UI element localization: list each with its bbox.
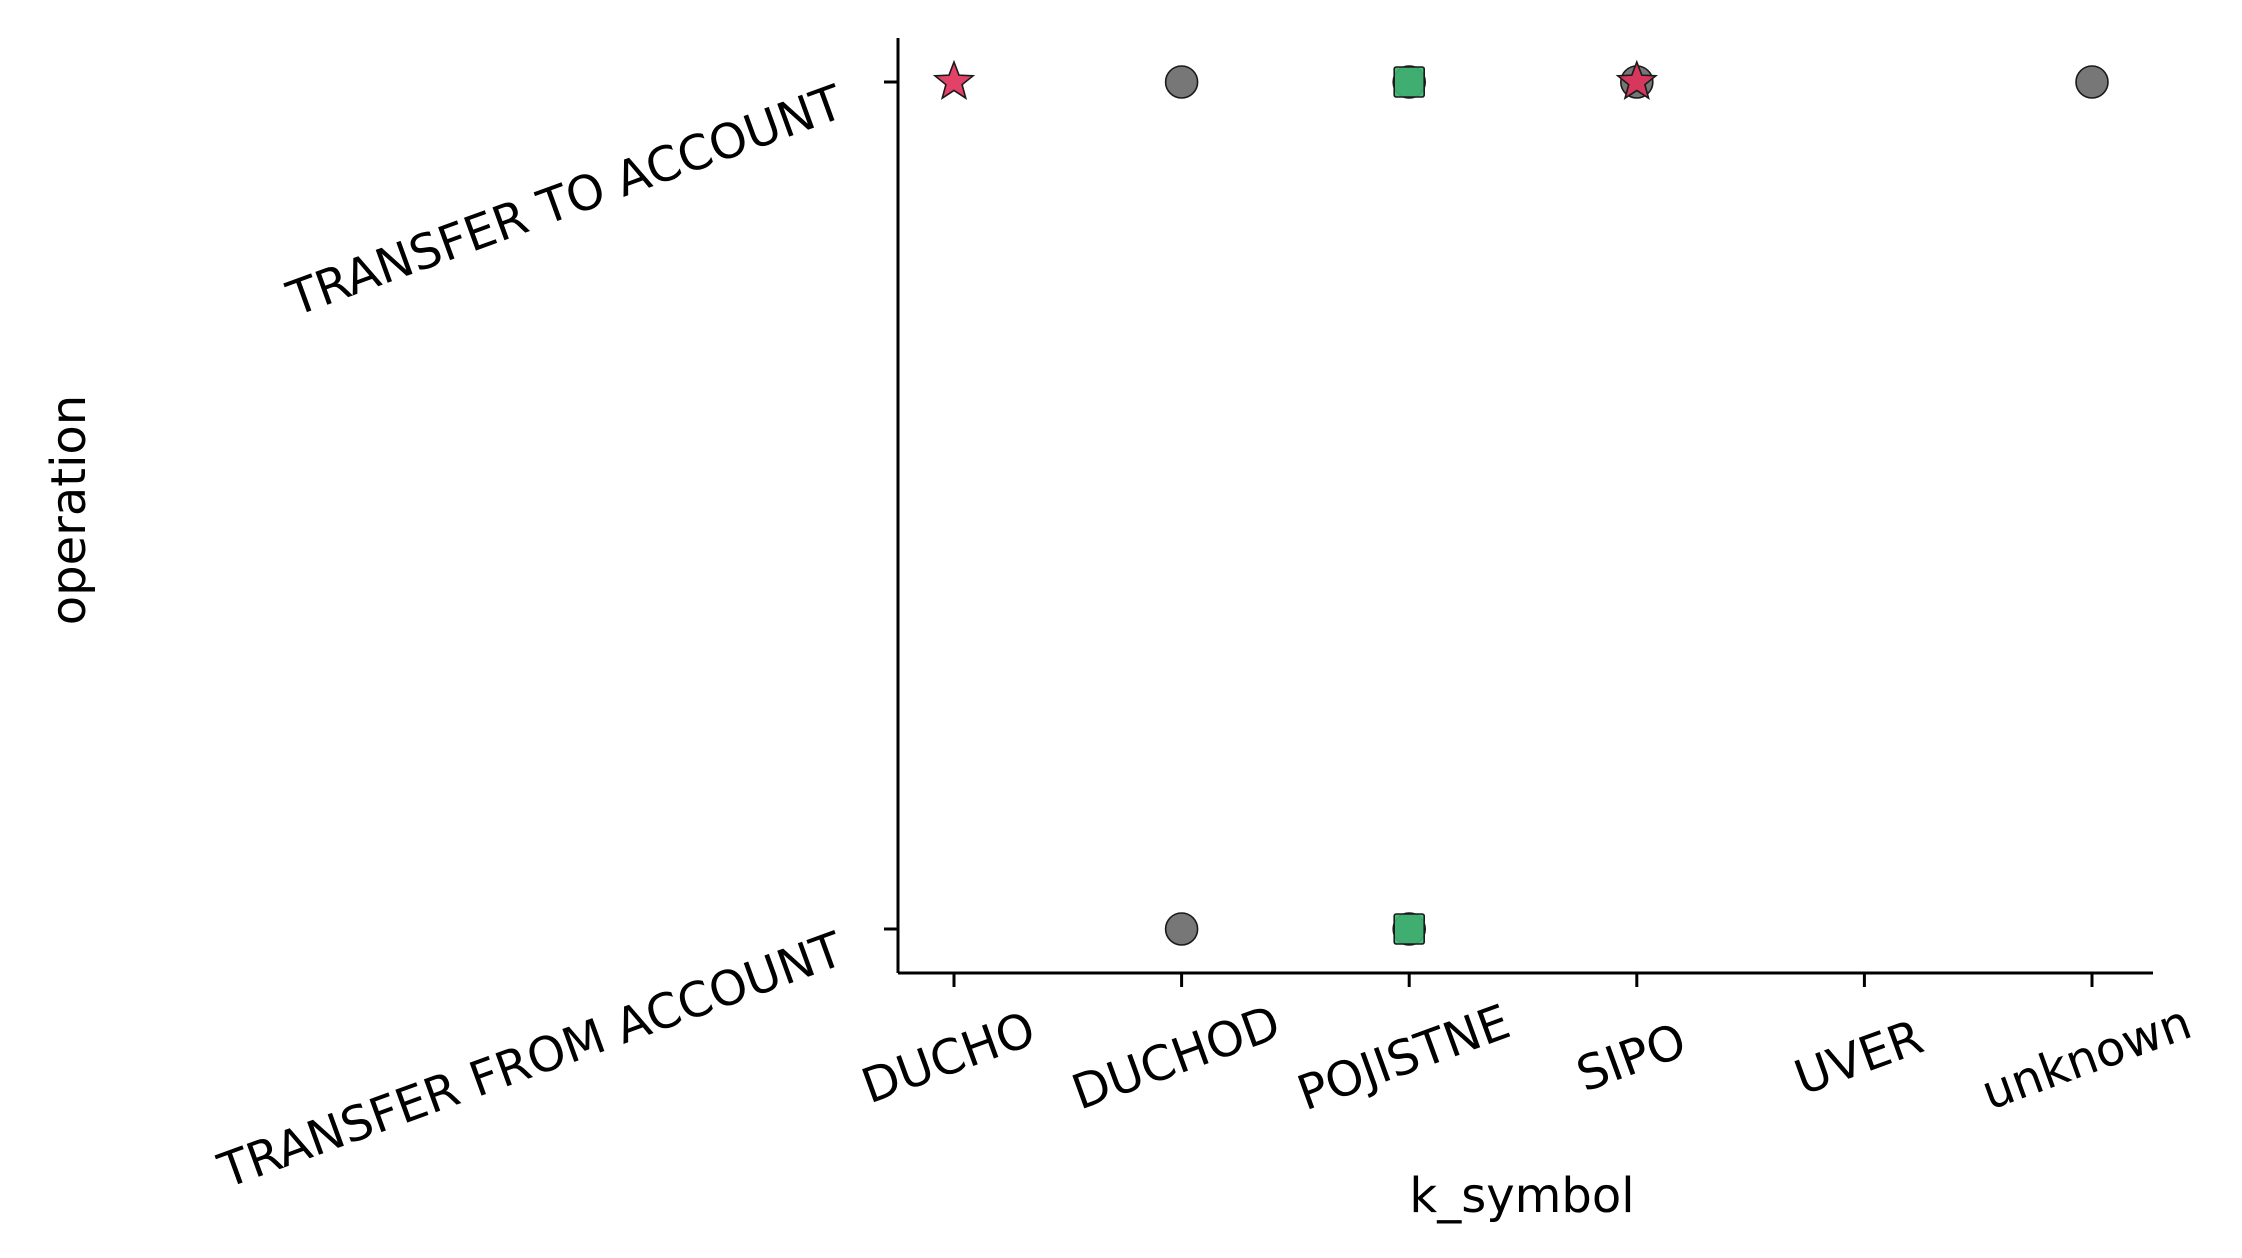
- y-ticks: TRANSFER FROM ACCOUNT TRANSFER TO ACCOUNT: [211, 74, 898, 1200]
- x-tick-label-uver: UVER: [1787, 1009, 1930, 1107]
- point-square-pojistne-transfer-to-account: [1393, 66, 1425, 98]
- x-tick-label-pojistne: POJISTNE: [1290, 994, 1517, 1122]
- point-circle-duchod-transfer-from-account: [1164, 912, 1199, 946]
- axes: [896, 38, 2153, 975]
- x-tick-label-ducho: DUCHO: [855, 1001, 1043, 1115]
- x-tick-label-duchod: DUCHOD: [1065, 995, 1288, 1122]
- x-ticks: DUCHO DUCHOD POJISTNE SIPO UVER unknown: [855, 973, 2199, 1122]
- data-points: [932, 59, 2109, 946]
- y-tick-label-transfer-to-account: TRANSFER TO ACCOUNT: [279, 74, 850, 328]
- y-tick-label-transfer-from-account: TRANSFER FROM ACCOUNT: [211, 921, 851, 1200]
- point-circle-unknown-transfer-to-account: [2075, 65, 2109, 99]
- x-tick-label-sipo: SIPO: [1569, 1013, 1693, 1104]
- point-square-pojistne-transfer-from-account: [1393, 913, 1425, 945]
- x-axis-label: k_symbol: [1409, 1168, 1634, 1224]
- point-circle-duchod-transfer-to-account: [1164, 65, 1199, 99]
- point-star-sipo-transfer-to-account: [1615, 59, 1658, 100]
- point-star-ducho-transfer-to-account: [932, 59, 976, 100]
- x-tick-label-unknown: unknown: [1974, 994, 2198, 1121]
- y-axis-label: operation: [41, 395, 97, 625]
